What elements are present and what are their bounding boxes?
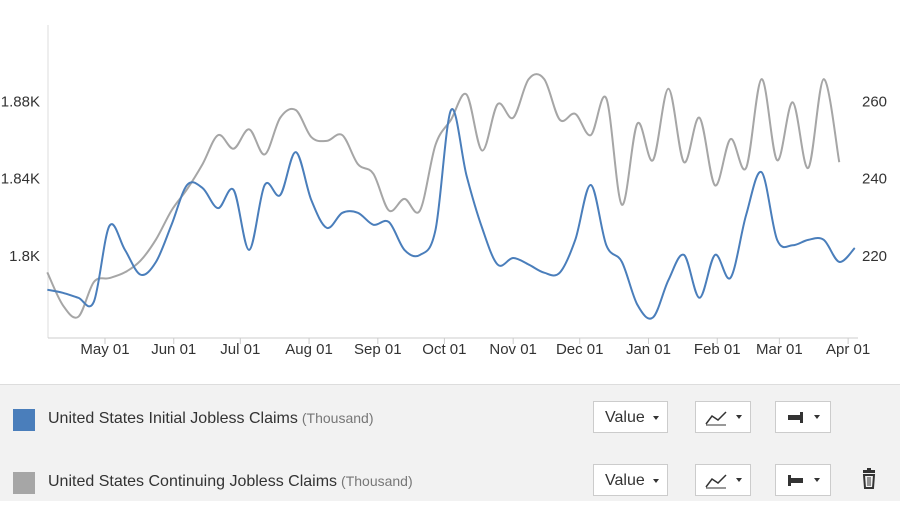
y2-tick-label: 240 — [862, 171, 887, 188]
chart-type-dropdown[interactable] — [695, 464, 751, 496]
x-tick-label: Jul 01 — [220, 341, 260, 358]
series-unit: (Thousand) — [301, 410, 374, 426]
x-tick-label: Jun 01 — [151, 341, 196, 358]
x-tick-label: Aug 01 — [285, 341, 333, 358]
legend-swatch — [13, 409, 35, 431]
x-tick-label: Sep 01 — [354, 341, 402, 358]
series-unit: (Thousand) — [341, 473, 413, 489]
x-tick-label: Nov 01 — [489, 341, 537, 358]
caret — [653, 416, 659, 420]
series-line — [46, 73, 841, 319]
axis-dropdown[interactable] — [775, 401, 831, 433]
legend-row: United States Continuing Jobless Claims(… — [0, 448, 900, 506]
legend-panel: United States Initial Jobless Claims (Tho… — [0, 384, 900, 501]
series-name: United States Continuing Jobless Claims — [48, 473, 338, 490]
x-tick-label: Oct 01 — [422, 341, 466, 358]
axis-dropdown[interactable] — [775, 464, 831, 496]
series-line — [47, 108, 856, 320]
legend-swatch — [13, 472, 35, 494]
value-dropdown[interactable]: Value — [593, 401, 668, 433]
legend-label: United States Continuing Jobless Claims(… — [48, 473, 413, 491]
x-tick-label: Jan 01 — [626, 341, 671, 358]
value-dropdown[interactable]: Value — [593, 464, 668, 496]
dropdown-text: Value — [605, 409, 645, 426]
y-tick-label: 1.8K — [9, 248, 40, 265]
y-tick-label: 1.84K — [1, 171, 40, 188]
legend-row: United States Initial Jobless Claims (Tho… — [0, 385, 900, 443]
legend-label: United States Initial Jobless Claims (Tho… — [48, 410, 373, 428]
x-tick-label: Feb 01 — [694, 341, 741, 358]
y2-tick-label: 260 — [862, 93, 887, 110]
series-name: United States Initial Jobless Claims — [48, 410, 298, 427]
x-tick-label: Dec 01 — [556, 341, 604, 358]
y2-tick-label: 220 — [862, 248, 887, 265]
x-tick-label: Apr 01 — [826, 341, 870, 358]
dropdown-text: Value — [605, 472, 645, 489]
caret — [653, 479, 659, 483]
chart-type-dropdown[interactable] — [695, 401, 751, 433]
x-tick-label: May 01 — [80, 341, 129, 358]
y-tick-label: 1.88K — [1, 93, 40, 110]
x-tick-label: Mar 01 — [756, 341, 803, 358]
chart: 1.8K 1.84K 1.88K 220 240 260 May 01 Jun 01 Jul 0… — [1, 25, 887, 358]
delete-button[interactable] — [860, 468, 880, 492]
